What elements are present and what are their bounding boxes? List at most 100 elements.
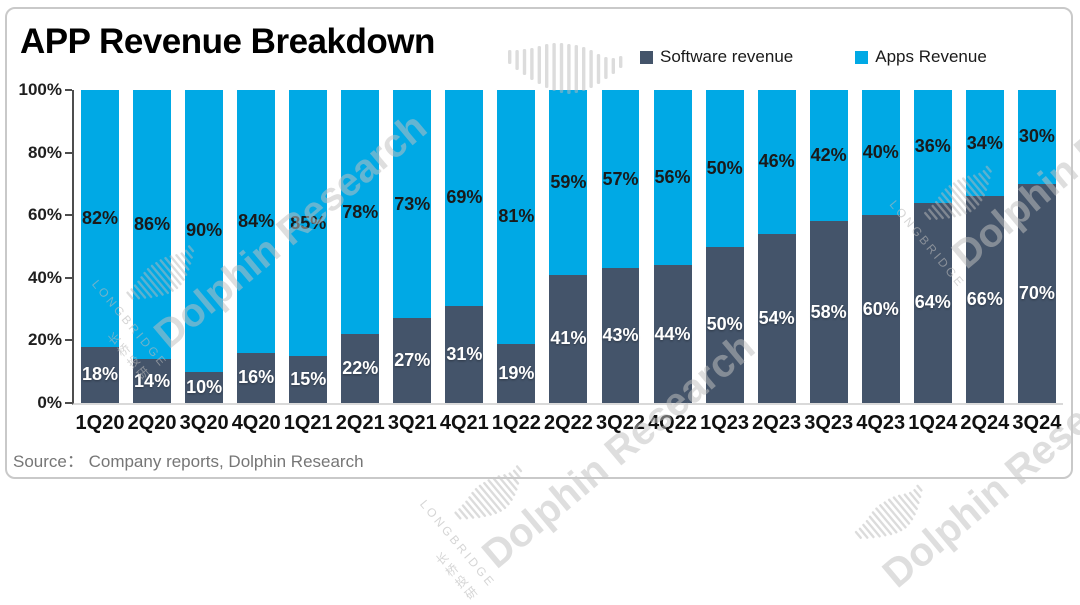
watermark-brand: 长桥投研 — [432, 549, 482, 605]
software-revenue-segment: 10% — [185, 371, 224, 403]
bar-column: 30% 70% 3Q24 — [1011, 90, 1063, 434]
software-revenue-segment: 18% — [81, 346, 120, 403]
software-data-label: 18% — [82, 364, 119, 385]
bar-column: 69% 31% 4Q21 — [438, 90, 490, 434]
bar-column: 59% 41% 2Q22 — [542, 90, 594, 434]
apps-revenue-segment: 82% — [81, 90, 120, 347]
bar-column: 86% 14% 2Q20 — [126, 90, 178, 434]
legend-item-apps: Apps Revenue — [855, 47, 987, 67]
stacked-bar: 34% 66% — [965, 90, 1004, 403]
stacked-bar: 36% 64% — [913, 90, 952, 403]
apps-revenue-segment: 84% — [237, 90, 276, 353]
software-revenue-segment: 70% — [1017, 183, 1056, 403]
software-data-label: 19% — [498, 362, 535, 383]
apps-data-label: 59% — [550, 171, 587, 192]
apps-revenue-segment: 78% — [341, 90, 380, 335]
apps-revenue-segment: 50% — [705, 90, 744, 247]
apps-data-label: 78% — [342, 201, 379, 222]
apps-revenue-segment: 69% — [445, 90, 484, 306]
apps-data-label: 36% — [914, 135, 951, 156]
stacked-bar: 86% 14% — [133, 90, 172, 403]
software-data-label: 16% — [238, 367, 275, 388]
watermark-logo-icon — [508, 43, 623, 94]
watermark-logo-icon — [854, 484, 923, 539]
x-axis-label: 1Q23 — [700, 412, 750, 434]
x-axis-label: 4Q23 — [856, 412, 906, 434]
stacked-bar: 56% 44% — [653, 90, 692, 403]
chart-title: APP Revenue Breakdown — [20, 22, 435, 61]
software-revenue-segment: 19% — [497, 343, 536, 403]
legend-item-software: Software revenue — [640, 47, 793, 67]
apps-revenue-segment: 42% — [809, 90, 848, 222]
apps-revenue-segment: 86% — [133, 90, 172, 360]
apps-data-label: 56% — [654, 167, 691, 188]
software-data-label: 14% — [134, 370, 171, 391]
software-revenue-segment: 66% — [965, 196, 1004, 403]
apps-data-label: 42% — [810, 145, 847, 166]
apps-data-label: 82% — [82, 207, 119, 228]
software-data-label: 22% — [342, 358, 379, 379]
x-axis-label: 2Q21 — [335, 412, 385, 434]
y-tick-label: 0% — [37, 393, 62, 412]
source-note: Source： Company reports, Dolphin Researc… — [13, 452, 364, 471]
y-tick-label: 20% — [27, 330, 62, 350]
apps-data-label: 69% — [446, 187, 483, 208]
apps-revenue-segment: 40% — [861, 90, 900, 216]
x-axis-label: 2Q24 — [960, 412, 1010, 434]
y-axis-tick — [65, 214, 72, 217]
software-revenue-segment: 15% — [289, 356, 328, 403]
bar-column: 85% 15% 1Q21 — [282, 90, 334, 434]
x-axis-label: 1Q24 — [908, 412, 958, 434]
bar-column: 40% 60% 4Q23 — [855, 90, 907, 434]
software-data-label: 66% — [966, 289, 1003, 310]
bar-column: 42% 58% 3Q23 — [803, 90, 855, 434]
bar-column: 56% 44% 4Q22 — [647, 90, 699, 434]
software-data-label: 64% — [914, 292, 951, 313]
x-axis-label: 1Q20 — [75, 412, 125, 434]
stacked-bar: 42% 58% — [809, 90, 848, 403]
software-data-label: 10% — [186, 376, 223, 397]
apps-data-label: 57% — [602, 168, 639, 189]
apps-data-label: 84% — [238, 210, 275, 231]
software-legend-swatch-icon — [640, 50, 653, 64]
apps-revenue-segment: 59% — [549, 90, 588, 275]
stacked-bar: 57% 43% — [601, 90, 640, 403]
software-data-label: 44% — [654, 323, 691, 344]
chart-legend: Software revenue Apps Revenue — [640, 47, 987, 67]
y-axis-tick — [65, 402, 72, 404]
plot-area: 82% 18% 1Q20 86% 14% 2Q20 90% 10% 3Q20 84% 16% 4Q20… — [65, 89, 1063, 434]
y-axis-tick — [65, 276, 72, 279]
y-tick-label: 80% — [27, 142, 62, 162]
bar-column: 84% 16% 4Q20 — [230, 90, 282, 434]
software-revenue-segment: 22% — [341, 334, 380, 403]
bar-column: 50% 50% 1Q23 — [699, 90, 751, 434]
bar-column: 36% 64% 1Q24 — [907, 90, 959, 434]
apps-data-label: 40% — [862, 142, 899, 163]
software-revenue-segment: 58% — [809, 221, 848, 403]
software-revenue-segment: 54% — [757, 233, 796, 403]
stacked-bar: 78% 22% — [341, 90, 380, 403]
apps-data-label: 46% — [758, 151, 795, 172]
software-revenue-segment: 43% — [601, 268, 640, 403]
apps-revenue-segment: 46% — [757, 90, 796, 234]
stacked-bar: 50% 50% — [705, 90, 744, 403]
software-data-label: 54% — [758, 307, 795, 328]
apps-revenue-segment: 73% — [393, 90, 432, 319]
x-axis-label: 2Q22 — [543, 412, 593, 434]
x-axis-label: 3Q22 — [596, 412, 645, 434]
bar-column: 57% 43% 3Q22 — [594, 90, 646, 434]
x-axis-label: 4Q21 — [439, 412, 489, 434]
stacked-bar: 73% 27% — [393, 90, 432, 403]
apps-data-label: 50% — [706, 157, 743, 178]
bar-column: 46% 54% 2Q23 — [751, 90, 803, 434]
software-data-label: 15% — [290, 369, 327, 390]
stacked-bar: 84% 16% — [237, 90, 276, 403]
apps-revenue-segment: 90% — [185, 90, 224, 372]
software-revenue-segment: 14% — [133, 359, 172, 403]
apps-revenue-segment: 34% — [965, 90, 1004, 197]
y-tick-label: 100% — [18, 80, 62, 99]
x-axis-label: 4Q22 — [648, 412, 697, 434]
x-axis-label: 2Q20 — [127, 412, 177, 434]
stacked-bar: 85% 15% — [289, 90, 328, 403]
software-data-label: 43% — [602, 325, 639, 346]
